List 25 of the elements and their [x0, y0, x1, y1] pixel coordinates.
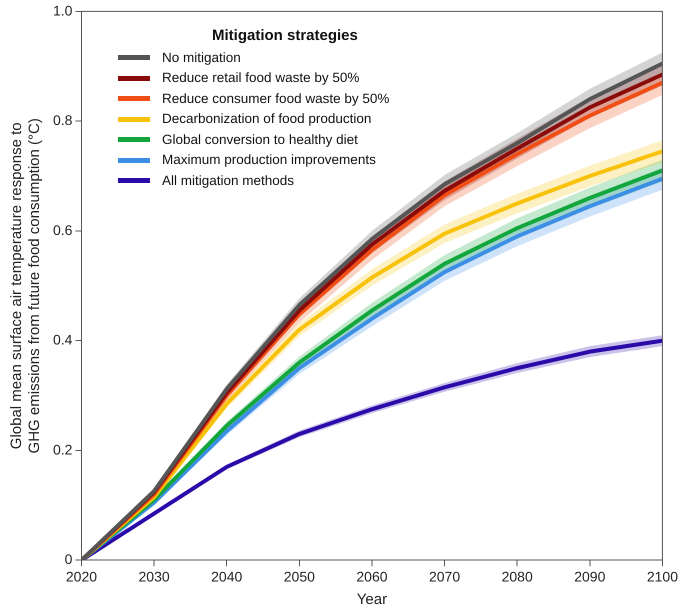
x-tick-label: 2040	[211, 568, 242, 584]
y-tick-label: 0.4	[52, 332, 73, 348]
legend-label: Decarbonization of food production	[162, 110, 372, 128]
y-tick-label: 0.2	[52, 441, 73, 458]
x-tick-label: 2100	[646, 568, 678, 584]
x-tick-label: 2070	[428, 568, 460, 584]
x-tick-label: 2020	[66, 568, 98, 584]
y-tick-label: 0	[64, 551, 73, 568]
y-tick-label: 0.6	[52, 222, 73, 238]
x-tick-label: 2080	[502, 568, 533, 584]
legend-label: Global conversion to healthy diet	[162, 130, 358, 149]
x-tick-label: 2030	[138, 568, 170, 584]
legend-title: Mitigation strategies	[211, 26, 359, 46]
legend-label: All mitigation methods	[162, 172, 294, 190]
x-tick-label: 2050	[284, 568, 316, 584]
y-tick-label: 1.0	[52, 2, 73, 18]
y-tick-label: 0.8	[52, 112, 73, 128]
y-axis-title: Global mean surface air temperature response to GHG emissions from future food consumption (°C)	[8, 118, 44, 454]
x-tick-label: 2060	[356, 568, 388, 584]
legend-label: Reduce retail food waste by 50%	[162, 69, 360, 87]
x-tick-label: 2090	[574, 568, 606, 584]
legend-label: No mitigation	[162, 48, 241, 67]
legend-label: Maximum production improvements	[162, 151, 376, 169]
x-axis-title: Year	[356, 591, 388, 608]
legend-label: Reduce consumer food waste by 50%	[162, 90, 390, 108]
